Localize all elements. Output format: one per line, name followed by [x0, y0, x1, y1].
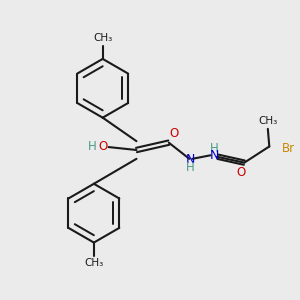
Text: Br: Br — [282, 142, 295, 155]
Text: CH₃: CH₃ — [93, 33, 112, 43]
Text: N: N — [209, 149, 219, 162]
Text: H: H — [186, 160, 194, 173]
Text: O: O — [98, 140, 107, 153]
Text: O: O — [237, 167, 246, 179]
Text: O: O — [169, 127, 178, 140]
Text: CH₃: CH₃ — [258, 116, 278, 126]
Text: H: H — [210, 142, 218, 155]
Text: CH₃: CH₃ — [84, 258, 104, 268]
Text: N: N — [185, 153, 195, 166]
Text: H: H — [88, 140, 96, 153]
